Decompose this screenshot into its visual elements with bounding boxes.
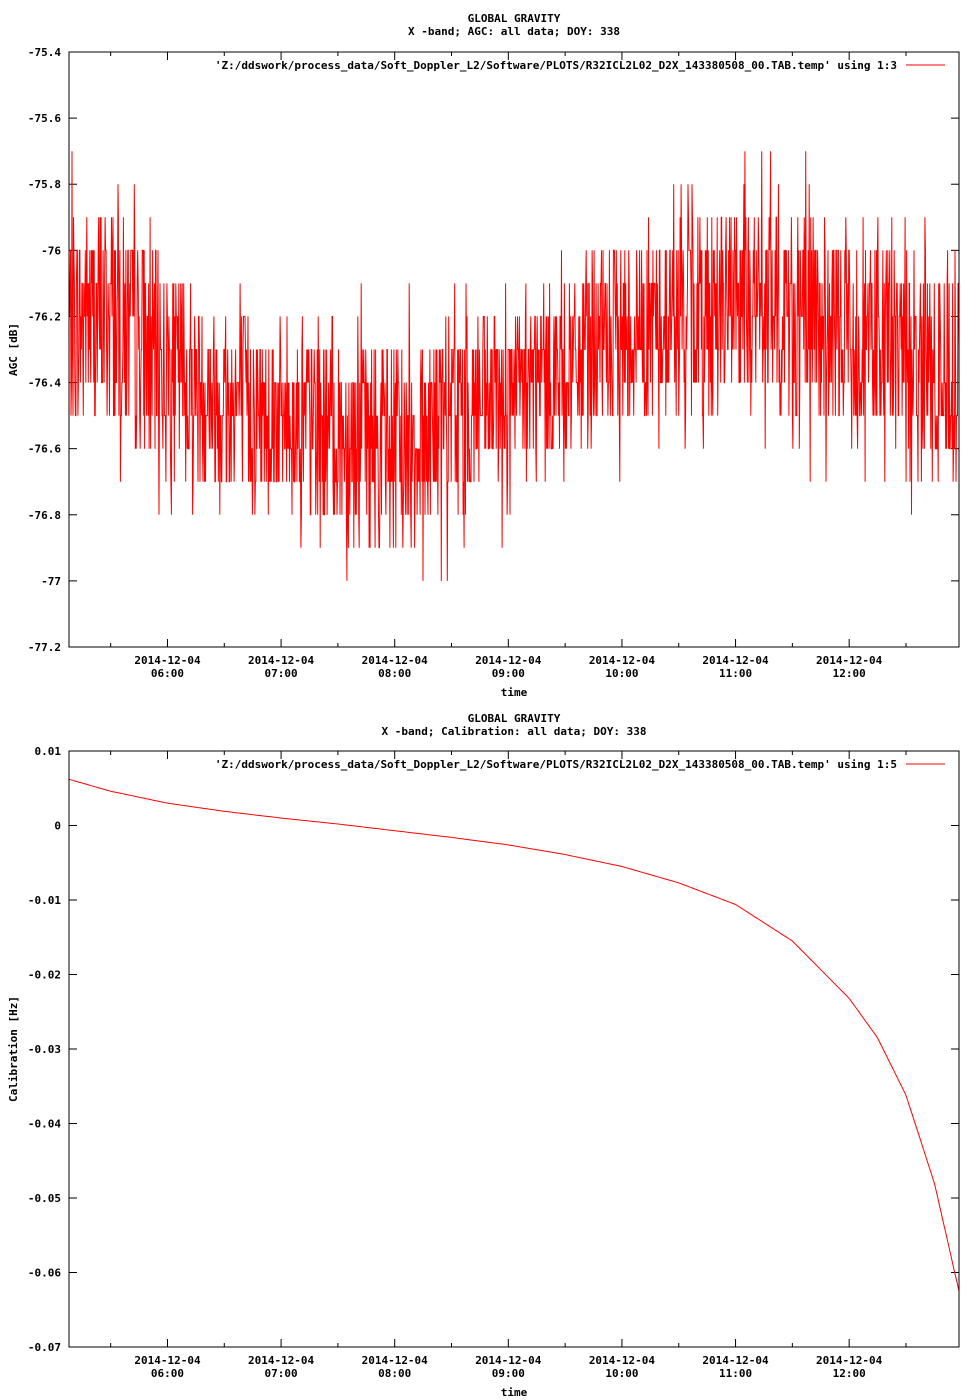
series-line: [68, 151, 960, 581]
plot-frame: [68, 51, 960, 648]
y-tick-label: -77.2: [28, 641, 61, 654]
x-axis-label: time: [501, 686, 528, 699]
x-tick-date: 2014-12-04: [816, 654, 883, 667]
y-tick-label: -0.01: [28, 894, 61, 907]
x-tick-date: 2014-12-04: [362, 1354, 429, 1367]
y-tick-label: 0.01: [35, 745, 62, 758]
x-tick-date: 2014-12-04: [475, 1354, 542, 1367]
y-tick-label: -77: [41, 575, 61, 588]
chart-title: GLOBAL GRAVITY: [468, 712, 561, 725]
chart-title: GLOBAL GRAVITY: [468, 12, 561, 25]
x-tick-date: 2014-12-04: [362, 654, 429, 667]
x-tick-date: 2014-12-04: [134, 654, 201, 667]
plot-frame: [68, 750, 960, 1348]
legend-label: 'Z:/ddswork/process_data/Soft_Doppler_L2…: [215, 59, 897, 72]
x-tick-date: 2014-12-04: [248, 1354, 315, 1367]
y-tick-label: -0.06: [28, 1267, 61, 1280]
y-tick-label: -0.04: [28, 1118, 61, 1131]
x-tick-time: 07:00: [265, 667, 298, 680]
x-tick-time: 10:00: [605, 667, 638, 680]
y-tick-label: 0: [54, 820, 61, 833]
chart-subtitle: X -band; AGC: all data; DOY: 338: [408, 25, 620, 38]
y-tick-label: -0.03: [28, 1043, 61, 1056]
y-tick-label: -76.2: [28, 310, 61, 323]
x-tick-time: 08:00: [378, 1367, 411, 1380]
x-tick-date: 2014-12-04: [702, 654, 769, 667]
x-tick-date: 2014-12-04: [702, 1354, 769, 1367]
y-tick-label: -76.8: [28, 509, 61, 522]
x-tick-time: 09:00: [492, 667, 525, 680]
series-line: [68, 778, 960, 1292]
x-tick-time: 06:00: [151, 1367, 184, 1380]
x-tick-date: 2014-12-04: [589, 1354, 656, 1367]
x-tick-time: 12:00: [833, 667, 866, 680]
y-tick-label: -75.4: [28, 46, 61, 59]
x-axis-label: time: [501, 1386, 528, 1399]
x-tick-time: 11:00: [719, 667, 752, 680]
y-tick-label: -0.02: [28, 969, 61, 982]
x-tick-date: 2014-12-04: [134, 1354, 201, 1367]
x-tick-time: 12:00: [833, 1367, 866, 1380]
x-tick-time: 11:00: [719, 1367, 752, 1380]
y-tick-label: -76.6: [28, 443, 61, 456]
y-tick-label: -76.4: [28, 377, 61, 390]
y-tick-label: -0.07: [28, 1341, 61, 1354]
x-tick-date: 2014-12-04: [589, 654, 656, 667]
legend-label: 'Z:/ddswork/process_data/Soft_Doppler_L2…: [215, 758, 897, 771]
x-tick-date: 2014-12-04: [816, 1354, 883, 1367]
y-tick-label: -76: [41, 244, 61, 257]
y-tick-label: -0.05: [28, 1192, 61, 1205]
y-tick-label: -75.6: [28, 112, 61, 125]
x-tick-date: 2014-12-04: [248, 654, 315, 667]
chart-subtitle: X -band; Calibration: all data; DOY: 338: [382, 725, 647, 738]
x-tick-date: 2014-12-04: [475, 654, 542, 667]
x-tick-time: 08:00: [378, 667, 411, 680]
x-tick-time: 10:00: [605, 1367, 638, 1380]
x-tick-time: 07:00: [265, 1367, 298, 1380]
y-axis-label: AGC [dB]: [7, 323, 20, 376]
x-tick-time: 06:00: [151, 667, 184, 680]
x-tick-time: 09:00: [492, 1367, 525, 1380]
y-tick-label: -75.8: [28, 178, 61, 191]
y-axis-label: Calibration [Hz]: [7, 996, 20, 1102]
